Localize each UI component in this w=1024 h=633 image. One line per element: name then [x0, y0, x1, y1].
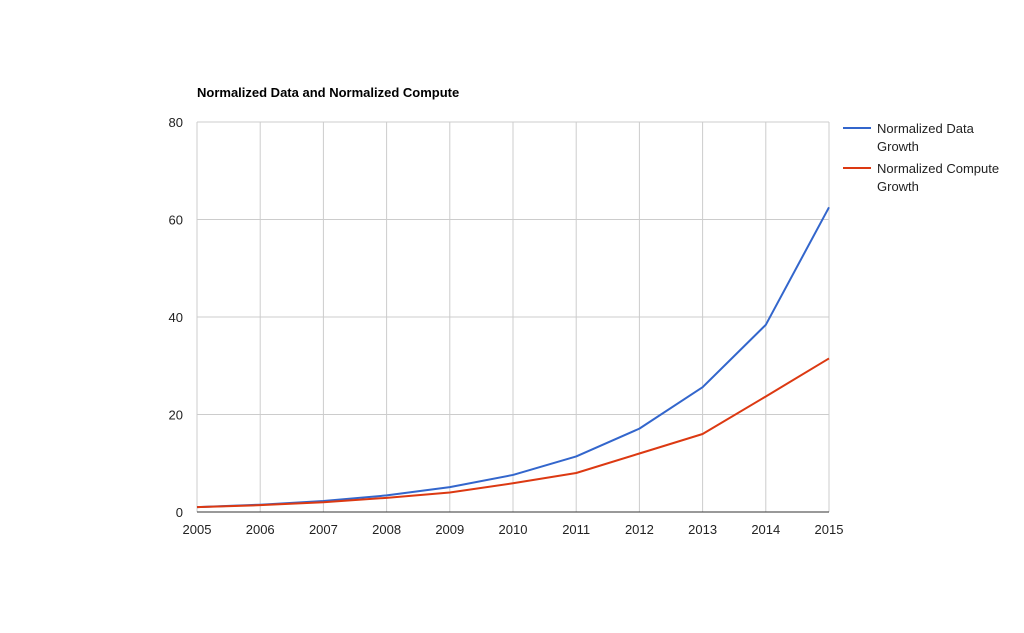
x-tick-label: 2012 — [625, 522, 654, 537]
y-tick-label: 80 — [169, 115, 183, 130]
y-tick-label: 0 — [176, 505, 183, 520]
y-tick-label: 60 — [169, 213, 183, 228]
x-tick-label: 2006 — [246, 522, 275, 537]
x-axis-ticks: 2005 2006 2007 2008 2009 2010 2011 2012 2013 2014… — [183, 522, 844, 537]
x-tick-label: 2008 — [372, 522, 401, 537]
x-tick-label: 2014 — [751, 522, 780, 537]
x-tick-label: 2011 — [562, 522, 590, 537]
series-lines — [196, 206, 830, 509]
y-axis-ticks: 0 20 40 60 80 — [169, 115, 183, 520]
series-line-2 — [196, 357, 830, 509]
y-tick-label: 20 — [169, 408, 183, 423]
x-tick-label: 2007 — [309, 522, 338, 537]
y-tick-label: 40 — [169, 310, 183, 325]
x-tick-label: 2005 — [183, 522, 212, 537]
x-tick-label: 2015 — [815, 522, 844, 537]
chart-title: Normalized Data and Normalized Compute — [197, 85, 459, 100]
x-tick-label: 2009 — [435, 522, 464, 537]
legend-label: Normalized Data Growth — [877, 121, 975, 154]
x-tick-label: 2010 — [499, 522, 528, 537]
gridlines — [196, 121, 830, 513]
legend-label: Normalized Compute Growth — [877, 161, 999, 194]
x-tick-label: 2013 — [688, 522, 717, 537]
legend: Normalized Data Growth Normalized Compute G… — [843, 121, 999, 194]
